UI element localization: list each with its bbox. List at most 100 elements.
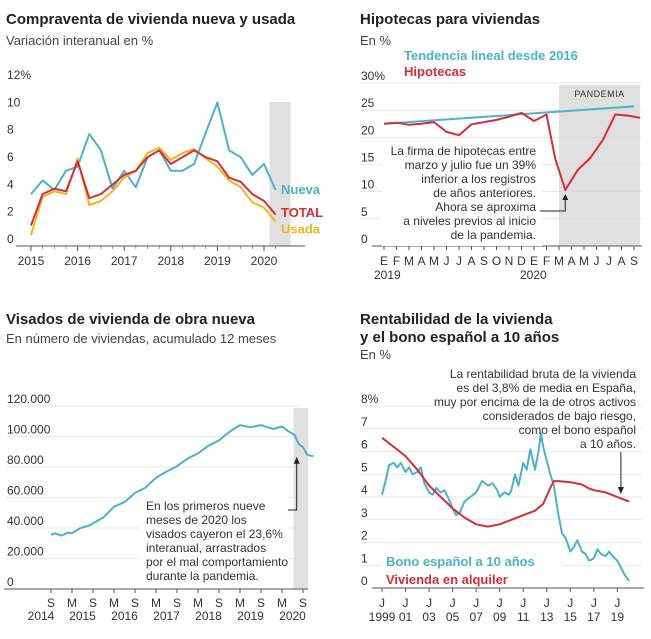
- x-year-label: 01: [399, 610, 413, 624]
- annotation-line: La rentabilidad bruta de la vivienda: [450, 367, 636, 381]
- x-tick-label: J: [567, 596, 573, 610]
- pandemic-shade: [559, 85, 640, 246]
- chart-subtitle: En %: [360, 347, 392, 362]
- y-tick-label: 6: [361, 438, 368, 452]
- x-year-label: 2016: [111, 609, 138, 623]
- x-tick-label: D: [517, 254, 526, 268]
- y-tick-label: 10: [7, 95, 21, 109]
- annotation-leader: [288, 461, 298, 511]
- x-tick-label: M: [404, 254, 414, 268]
- pandemic-shade: [293, 408, 309, 589]
- x-tick-label: J: [614, 596, 620, 610]
- annotation-arrowhead: [293, 456, 300, 464]
- x-tick-label: M: [109, 596, 119, 610]
- x-year-label: 2014: [28, 609, 55, 623]
- annotation-arrowhead: [562, 194, 569, 201]
- annotation-line: interanual, arrastrados: [146, 541, 266, 555]
- x-tick-label: S: [131, 596, 139, 610]
- y-tick-label: 40.000: [7, 514, 44, 528]
- series-line-usada: [30, 146, 277, 236]
- annotation-line: de la pandemia.: [451, 228, 536, 242]
- x-year-label: 07: [469, 610, 483, 624]
- x-year-label: 2019: [374, 268, 401, 282]
- x-tick-label: J: [456, 254, 462, 268]
- annotation-line: muy por encima de la de otros activos: [434, 395, 636, 409]
- x-tick-label: 2018: [157, 254, 184, 268]
- y-tick-label: 8%: [361, 392, 379, 406]
- x-tick-label: A: [567, 254, 575, 268]
- series-line-alquiler: [381, 437, 630, 528]
- x-tick-label: M: [67, 596, 77, 610]
- x-tick-label: J: [497, 596, 503, 610]
- x-tick-label: M: [429, 254, 439, 268]
- x-tick-label: M: [554, 254, 564, 268]
- annotation-line: a 10 años.: [580, 437, 636, 451]
- y-tick-label: 5: [361, 460, 368, 474]
- x-tick-label: J: [379, 596, 385, 610]
- x-year-label: 2020: [279, 609, 306, 623]
- x-year-label: 19: [611, 610, 625, 624]
- panel-hipotecas: Hipotecas para viviendas En % PANDEMIA 0 5…: [352, 0, 651, 290]
- annotation-line: marzo y julio fue un 39%: [405, 158, 537, 172]
- x-tick-label: S: [173, 596, 181, 610]
- x-tick-label: J: [594, 254, 600, 268]
- y-tick-label: 0: [7, 575, 14, 589]
- x-year-label: 11: [517, 610, 530, 624]
- legend-background: [382, 551, 562, 587]
- annotation-line: considerados de bajo riesgo,: [483, 409, 636, 423]
- y-tick-label: 15: [361, 151, 375, 165]
- y-tick-label: 60.000: [7, 484, 44, 498]
- x-tick-label: E: [380, 254, 388, 268]
- x-tick-label: J: [544, 596, 550, 610]
- x-tick-label: 2015: [18, 254, 45, 268]
- y-tick-label: 0: [361, 232, 368, 246]
- y-tick-label: 2: [7, 205, 14, 219]
- annotation-arrowhead: [617, 487, 624, 494]
- pandemic-shade: [269, 102, 291, 246]
- x-year-label: 09: [493, 610, 507, 624]
- annotation-line: es del 3,8% de media en España,: [457, 381, 636, 395]
- x-tick-label: M: [151, 596, 161, 610]
- x-year-label: 2015: [69, 609, 96, 623]
- x-tick-label: J: [591, 596, 597, 610]
- x-year-label: 2020: [520, 268, 547, 282]
- y-tick-label: 4: [361, 483, 368, 497]
- series-line-visados: [50, 424, 314, 537]
- x-tick-label: J: [444, 254, 450, 268]
- y-tick-label: 80.000: [7, 453, 44, 467]
- chart-title: Visados de vivienda de obra nueva: [6, 311, 255, 328]
- y-tick-label: 4: [7, 177, 14, 191]
- y-tick-label: 5: [361, 205, 368, 219]
- x-tick-label: 2020: [251, 254, 278, 268]
- x-tick-label: S: [299, 596, 307, 610]
- annotation-line: a niveles previos al inicio: [403, 214, 536, 228]
- legend-total: TOTAL: [281, 205, 323, 220]
- x-tick-label: M: [193, 596, 203, 610]
- legend-hipotecas: Hipotecas: [404, 64, 466, 79]
- x-year-label: 2018: [195, 609, 222, 623]
- legend-usada: Usada: [281, 222, 321, 237]
- x-tick-label: M: [579, 254, 589, 268]
- annotation-background: [140, 496, 288, 588]
- x-tick-label: 2019: [204, 254, 231, 268]
- x-tick-label: J: [606, 254, 612, 268]
- y-tick-label: 12%: [7, 68, 31, 82]
- annotation-line: En los primeros nueve: [146, 499, 266, 513]
- legend-alquiler: Vivienda en alquiler: [386, 572, 508, 587]
- y-tick-label: 25: [361, 96, 375, 110]
- x-year-label: 13: [540, 610, 554, 624]
- annotation-line: inferior a los registros: [421, 172, 536, 186]
- panel-rentabilidad: Rentabilidad de la vivienda y el bono es…: [352, 300, 651, 639]
- annotation-background: [382, 140, 542, 246]
- x-tick-label: O: [492, 254, 501, 268]
- x-tick-label: A: [467, 254, 475, 268]
- chart-compraventa: 0 2 4 6 8 10 12% 2015 2016 2017 2018 2019 2020 Nueva T…: [7, 68, 323, 268]
- x-tick-label: M: [277, 596, 287, 610]
- series-line-total: [30, 149, 277, 226]
- pandemic-label: PANDEMIA: [574, 89, 624, 99]
- x-tick-label: F: [393, 254, 400, 268]
- x-tick-label: S: [630, 254, 638, 268]
- chart-subtitle: En número de viviendas, acumulado 12 mes…: [6, 331, 277, 346]
- x-year-label: 15: [564, 610, 578, 624]
